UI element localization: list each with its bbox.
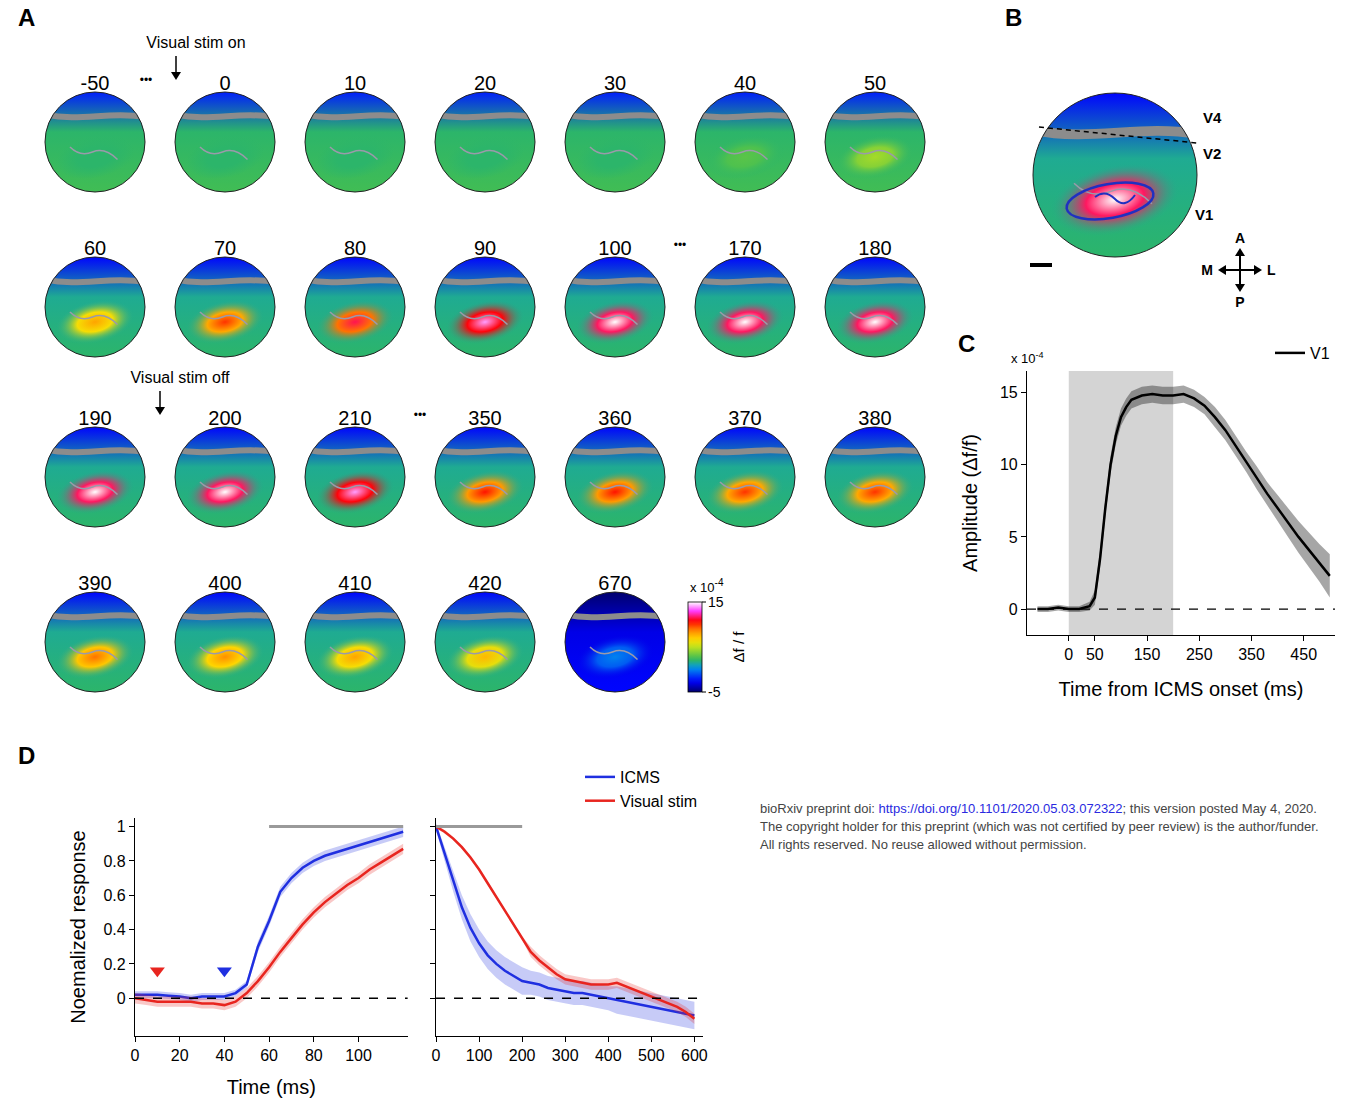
svg-text:5: 5 <box>1009 529 1018 546</box>
svg-text:70: 70 <box>214 237 236 259</box>
svg-text:Time from ICMS onset (ms): Time from ICMS onset (ms) <box>1059 678 1304 700</box>
svg-text:350: 350 <box>468 407 501 429</box>
svg-text:ICMS: ICMS <box>620 769 660 786</box>
svg-text:0: 0 <box>432 1047 441 1064</box>
svg-text:380: 380 <box>858 407 891 429</box>
svg-text:400: 400 <box>208 572 241 594</box>
svg-text:•••: ••• <box>140 73 153 87</box>
svg-text:-50: -50 <box>81 72 110 94</box>
svg-text:150: 150 <box>1134 646 1161 663</box>
svg-text:410: 410 <box>338 572 371 594</box>
svg-text:V2: V2 <box>1203 145 1221 162</box>
svg-text:370: 370 <box>728 407 761 429</box>
svg-text:0: 0 <box>117 990 126 1007</box>
svg-text:-5: -5 <box>708 684 721 700</box>
svg-text:170: 170 <box>728 237 761 259</box>
svg-text:390: 390 <box>78 572 111 594</box>
svg-text:0.6: 0.6 <box>103 887 125 904</box>
svg-text:Noemalized response: Noemalized response <box>67 830 89 1023</box>
svg-text:400: 400 <box>595 1047 622 1064</box>
svg-text:M: M <box>1201 262 1213 278</box>
svg-text:Visual stim: Visual stim <box>620 793 697 810</box>
svg-text:60: 60 <box>84 237 106 259</box>
html-text:bioRxiv preprint doi: https://: bioRxiv preprint doi: https://doi.org/10… <box>760 801 1319 852</box>
svg-text:1: 1 <box>117 818 126 835</box>
svg-text:0: 0 <box>1009 601 1018 618</box>
svg-text:210: 210 <box>338 407 371 429</box>
svg-text:V4: V4 <box>1203 109 1222 126</box>
svg-text:90: 90 <box>474 237 496 259</box>
svg-text:15: 15 <box>708 594 724 610</box>
svg-text:A: A <box>1235 230 1245 246</box>
svg-text:60: 60 <box>260 1047 278 1064</box>
svg-text:80: 80 <box>305 1047 323 1064</box>
svg-text:V1: V1 <box>1310 345 1330 362</box>
html-text:D: D <box>18 742 36 769</box>
svg-text:180: 180 <box>858 237 891 259</box>
svg-text:40: 40 <box>215 1047 233 1064</box>
svg-text:420: 420 <box>468 572 501 594</box>
svg-text:0: 0 <box>1064 646 1073 663</box>
svg-text:Amplitude (Δf/f): Amplitude (Δf/f) <box>959 434 981 572</box>
svg-text:Time (ms): Time (ms) <box>227 1076 316 1098</box>
svg-text:0.8: 0.8 <box>103 853 125 870</box>
svg-text:V1: V1 <box>1195 206 1213 223</box>
html-text:C: C <box>958 330 976 357</box>
svg-text:190: 190 <box>78 407 111 429</box>
svg-text:Visual stim on: Visual stim on <box>146 34 245 51</box>
svg-text:100: 100 <box>466 1047 493 1064</box>
svg-text:50: 50 <box>864 72 886 94</box>
svg-text:Visual stim off: Visual stim off <box>130 369 230 386</box>
svg-text:200: 200 <box>509 1047 536 1064</box>
svg-text:15: 15 <box>1000 384 1018 401</box>
svg-text:Δf / f: Δf / f <box>730 631 747 663</box>
svg-text:x 10-4: x 10-4 <box>690 577 724 595</box>
svg-text:20: 20 <box>474 72 496 94</box>
svg-text:0.4: 0.4 <box>103 921 125 938</box>
svg-text:10: 10 <box>344 72 366 94</box>
svg-text:300: 300 <box>552 1047 579 1064</box>
svg-text:•••: ••• <box>674 238 687 252</box>
svg-text:600: 600 <box>681 1047 708 1064</box>
svg-text:360: 360 <box>598 407 631 429</box>
svg-text:0: 0 <box>219 72 230 94</box>
svg-text:200: 200 <box>208 407 241 429</box>
svg-text:A: A <box>18 4 35 31</box>
svg-text:50: 50 <box>1086 646 1104 663</box>
svg-text:L: L <box>1267 262 1276 278</box>
svg-text:500: 500 <box>638 1047 665 1064</box>
svg-text:0: 0 <box>131 1047 140 1064</box>
svg-text:80: 80 <box>344 237 366 259</box>
svg-text:B: B <box>1005 4 1022 31</box>
svg-text:670: 670 <box>598 572 631 594</box>
svg-text:20: 20 <box>171 1047 189 1064</box>
svg-text:100: 100 <box>598 237 631 259</box>
svg-text:30: 30 <box>604 72 626 94</box>
svg-text:•••: ••• <box>414 408 427 422</box>
svg-text:10: 10 <box>1000 456 1018 473</box>
svg-text:250: 250 <box>1186 646 1213 663</box>
svg-text:40: 40 <box>734 72 756 94</box>
svg-text:450: 450 <box>1290 646 1317 663</box>
svg-text:350: 350 <box>1238 646 1265 663</box>
svg-text:0.2: 0.2 <box>103 956 125 973</box>
svg-text:x 10​-4​: x 10​-4​ <box>1011 350 1044 366</box>
svg-text:P: P <box>1235 294 1244 310</box>
svg-text:100: 100 <box>345 1047 372 1064</box>
